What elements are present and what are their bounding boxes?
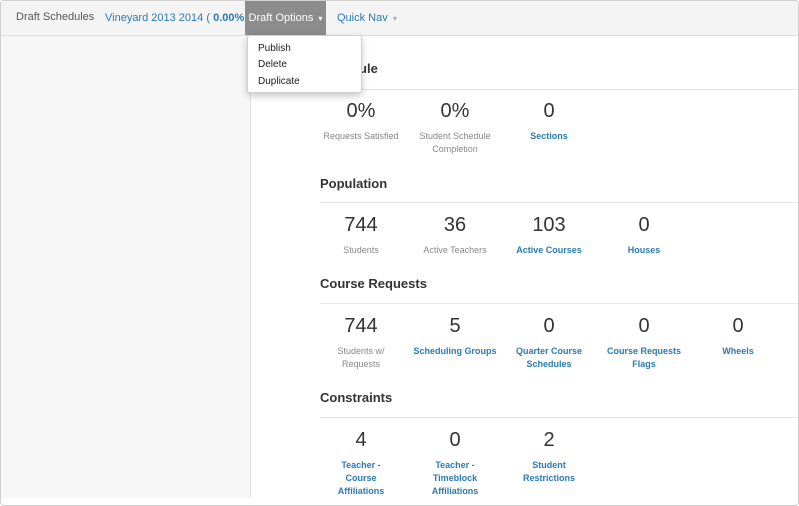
stat-label: Students w/ Requests [337,346,385,369]
stat-students: 744 Students [313,214,409,257]
stat-active-courses[interactable]: 103 Active Courses [501,214,597,257]
stat-value: 0 [638,315,650,337]
scheduling-groups-link[interactable]: Scheduling Groups [413,346,497,356]
draft-options-label: Draft Options [248,12,314,24]
quarter-course-schedules-link[interactable]: Quarter Course Schedules [515,346,583,369]
stat-value: 0 [732,315,744,337]
stat-value: 0% [346,100,376,122]
stat-scheduling-groups[interactable]: 5 Scheduling Groups [407,315,503,358]
stat-label: Student Schedule Completion [419,131,491,154]
stat-wheels[interactable]: 0 Wheels [690,315,786,358]
chevron-down-icon: ▾ [392,14,397,23]
stat-students-with-requests: 744 Students w/ Requests [313,315,409,371]
stat-label: Students [343,245,379,255]
divider [320,417,798,418]
stat-label: Requests Satisfied [323,131,399,141]
stat-quarter-course-schedules[interactable]: 0 Quarter Course Schedules [501,315,597,371]
quick-nav-label: Quick Nav [337,12,388,24]
houses-link[interactable]: Houses [627,245,661,255]
sidebar [1,36,251,498]
menu-item-delete[interactable]: Delete [258,59,287,70]
section-title-constraints: Constraints [320,390,393,405]
stat-requests-satisfied: 0% Requests Satisfied [313,100,409,143]
section-title-population: Population [320,176,388,191]
stat-value: 103 [532,214,566,236]
teacher-course-affiliations-link[interactable]: Teacher - Course Affiliations [337,460,385,496]
divider [320,89,798,90]
stat-value: 744 [344,315,378,337]
stat-value: 0 [543,315,555,337]
sections-link[interactable]: Sections [530,131,568,141]
schedule-name: Vineyard 2013 2014 [105,12,204,24]
stat-student-restrictions[interactable]: 2 Student Restrictions [501,429,597,485]
stat-teacher-course-affiliations[interactable]: 4 Teacher - Course Affiliations [313,429,409,498]
schedule-percent: 0.00% [213,12,245,24]
stat-value: 36 [443,214,467,236]
top-navbar: Draft Schedules Vineyard 2013 2014 ( 0.0… [1,1,798,36]
stat-sections[interactable]: 0 Sections [501,100,597,143]
stat-value: 4 [355,429,367,451]
menu-item-duplicate[interactable]: Duplicate [258,76,300,87]
schedule-open-paren: ( [206,12,211,24]
active-courses-link[interactable]: Active Courses [516,245,582,255]
draft-options-dropdown: Publish Delete Duplicate [247,35,362,93]
stat-value: 0 [449,429,461,451]
stat-active-teachers: 36 Active Teachers [407,214,503,257]
stat-value: 0 [638,214,650,236]
chevron-down-icon: ▾ [318,14,323,23]
stat-value: 0% [440,100,470,122]
stat-value: 2 [543,429,555,451]
divider [320,202,798,203]
divider [320,303,798,304]
stat-student-schedule-completion: 0% Student Schedule Completion [407,100,503,156]
draft-options-menu[interactable]: Draft Options ▾ [245,1,326,35]
stat-teacher-timeblock-affiliations[interactable]: 0 Teacher - Timeblock Affiliations [407,429,503,498]
stat-label: Active Teachers [423,245,487,255]
stat-value: 744 [344,214,378,236]
stat-course-requests-flags[interactable]: 0 Course Requests Flags [596,315,692,371]
schedule-selector[interactable]: Vineyard 2013 2014 ( 0.00% ) ▾ [105,1,260,35]
quick-nav-menu[interactable]: Quick Nav ▾ [337,1,397,35]
wheels-link[interactable]: Wheels [722,346,754,356]
course-requests-flags-link[interactable]: Course Requests Flags [606,346,682,369]
brand-title: Draft Schedules [16,11,95,23]
stat-value: 0 [543,100,555,122]
menu-item-publish[interactable]: Publish [258,43,291,54]
stat-houses[interactable]: 0 Houses [596,214,692,257]
stat-value: 5 [449,315,461,337]
section-title-course-requests: Course Requests [320,276,427,291]
student-restrictions-link[interactable]: Student Restrictions [522,460,575,483]
teacher-timeblock-affiliations-link[interactable]: Teacher - Timeblock Affiliations [431,460,479,496]
